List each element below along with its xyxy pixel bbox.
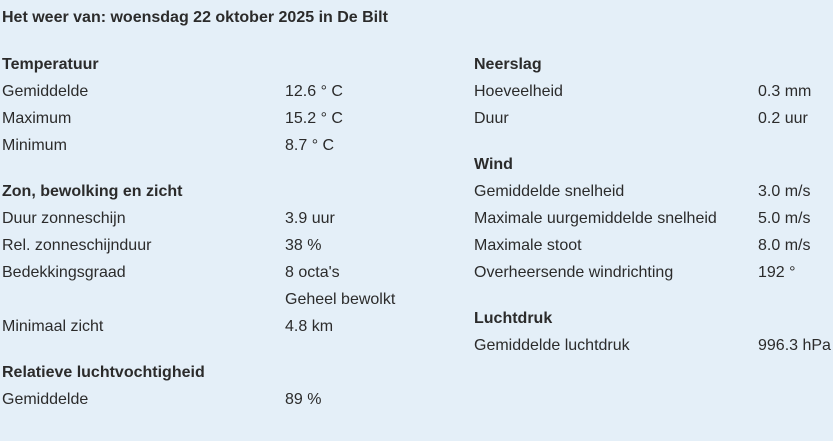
row-label: Bedekkingsgraad: [2, 264, 126, 281]
row-label: Maximale uurgemiddelde snelheid: [474, 210, 717, 227]
weather-section: Zon, bewolking en zicht Duur zonneschijn 3…: [2, 178, 462, 340]
data-row: Maximale stoot 8.0 m/s: [474, 232, 833, 259]
section-heading: Temperatuur: [2, 56, 99, 73]
row-value: 12.6 ° C: [285, 83, 343, 100]
row-value: 8.7 ° C: [285, 137, 335, 154]
row-value: 192 °: [758, 264, 796, 281]
weather-section: Relatieve luchtvochtigheid Gemiddelde 89 %: [2, 359, 462, 413]
section-heading: Zon, bewolking en zicht: [2, 183, 183, 200]
row-label: Overheersende windrichting: [474, 264, 674, 281]
row-label: Gemiddelde luchtdruk: [474, 337, 630, 354]
row-label: Gemiddelde: [2, 391, 89, 408]
row-value: 5.0 m/s: [758, 210, 811, 227]
data-row: Gemiddelde 89 %: [2, 386, 462, 413]
section-heading: Neerslag: [474, 56, 542, 73]
section-heading: Relatieve luchtvochtigheid: [2, 364, 205, 381]
row-label: [2, 286, 285, 313]
row-value: 3.0 m/s: [758, 183, 811, 200]
weather-section: Luchtdruk Gemiddelde luchtdruk 996.3 hPa: [474, 305, 833, 359]
section-heading: Luchtdruk: [474, 310, 553, 327]
row-value: 8.0 m/s: [758, 237, 811, 254]
data-row: Gemiddelde luchtdruk 996.3 hPa: [474, 332, 833, 359]
data-row: Maximale uurgemiddelde snelheid 5.0 m/s: [474, 205, 833, 232]
data-row: Geheel bewolkt: [2, 286, 462, 313]
data-row: Duur zonneschijn 3.9 uur: [2, 205, 462, 232]
data-row: Gemiddelde snelheid 3.0 m/s: [474, 178, 833, 205]
row-value: 996.3 hPa: [758, 337, 831, 354]
data-row: Hoeveelheid 0.3 mm: [474, 78, 833, 105]
row-value: 89 %: [285, 391, 322, 408]
data-row: Minimum 8.7 ° C: [2, 132, 462, 159]
weather-section: Temperatuur Gemiddelde 12.6 ° C Maximum 15.2…: [2, 51, 462, 159]
row-value: 4.8 km: [285, 318, 334, 335]
data-row: Rel. zonneschijnduur 38 %: [2, 232, 462, 259]
row-value: 15.2 ° C: [285, 110, 343, 127]
section-heading: Wind: [474, 156, 513, 173]
row-value: 0.2 uur: [758, 110, 808, 127]
data-row: Gemiddelde 12.6 ° C: [2, 78, 462, 105]
row-label: Hoeveelheid: [474, 83, 563, 100]
data-row: Duur 0.2 uur: [474, 105, 833, 132]
row-value: 38 %: [285, 237, 322, 254]
page-title: Het weer van: woensdag 22 oktober 2025 i…: [2, 9, 388, 26]
weather-section: Wind Gemiddelde snelheid 3.0 m/s Maximale u…: [474, 151, 833, 286]
weather-section: Neerslag Hoeveelheid 0.3 mm Duur 0.2 uur: [474, 51, 833, 132]
data-row: Minimaal zicht 4.8 km: [2, 313, 462, 340]
row-value: 8 octa's: [285, 264, 340, 281]
row-label: Minimaal zicht: [2, 318, 104, 335]
data-row: Bedekkingsgraad 8 octa's: [2, 259, 462, 286]
data-row: Overheersende windrichting 192 °: [474, 259, 833, 286]
data-row: Maximum 15.2 ° C: [2, 105, 462, 132]
row-label: Gemiddelde: [2, 83, 89, 100]
left-column: Temperatuur Gemiddelde 12.6 ° C Maximum 15.2…: [2, 51, 462, 432]
row-label: Gemiddelde snelheid: [474, 183, 625, 200]
row-value: Geheel bewolkt: [285, 291, 396, 308]
row-value: 0.3 mm: [758, 83, 812, 100]
row-label: Maximum: [2, 110, 72, 127]
row-label: Rel. zonneschijnduur: [2, 237, 152, 254]
row-label: Maximale stoot: [474, 237, 582, 254]
row-value: 3.9 uur: [285, 210, 335, 227]
row-label: Duur: [474, 110, 509, 127]
row-label: Minimum: [2, 137, 67, 154]
right-column: Neerslag Hoeveelheid 0.3 mm Duur 0.2 uur Wind…: [474, 51, 833, 378]
row-label: Duur zonneschijn: [2, 210, 126, 227]
